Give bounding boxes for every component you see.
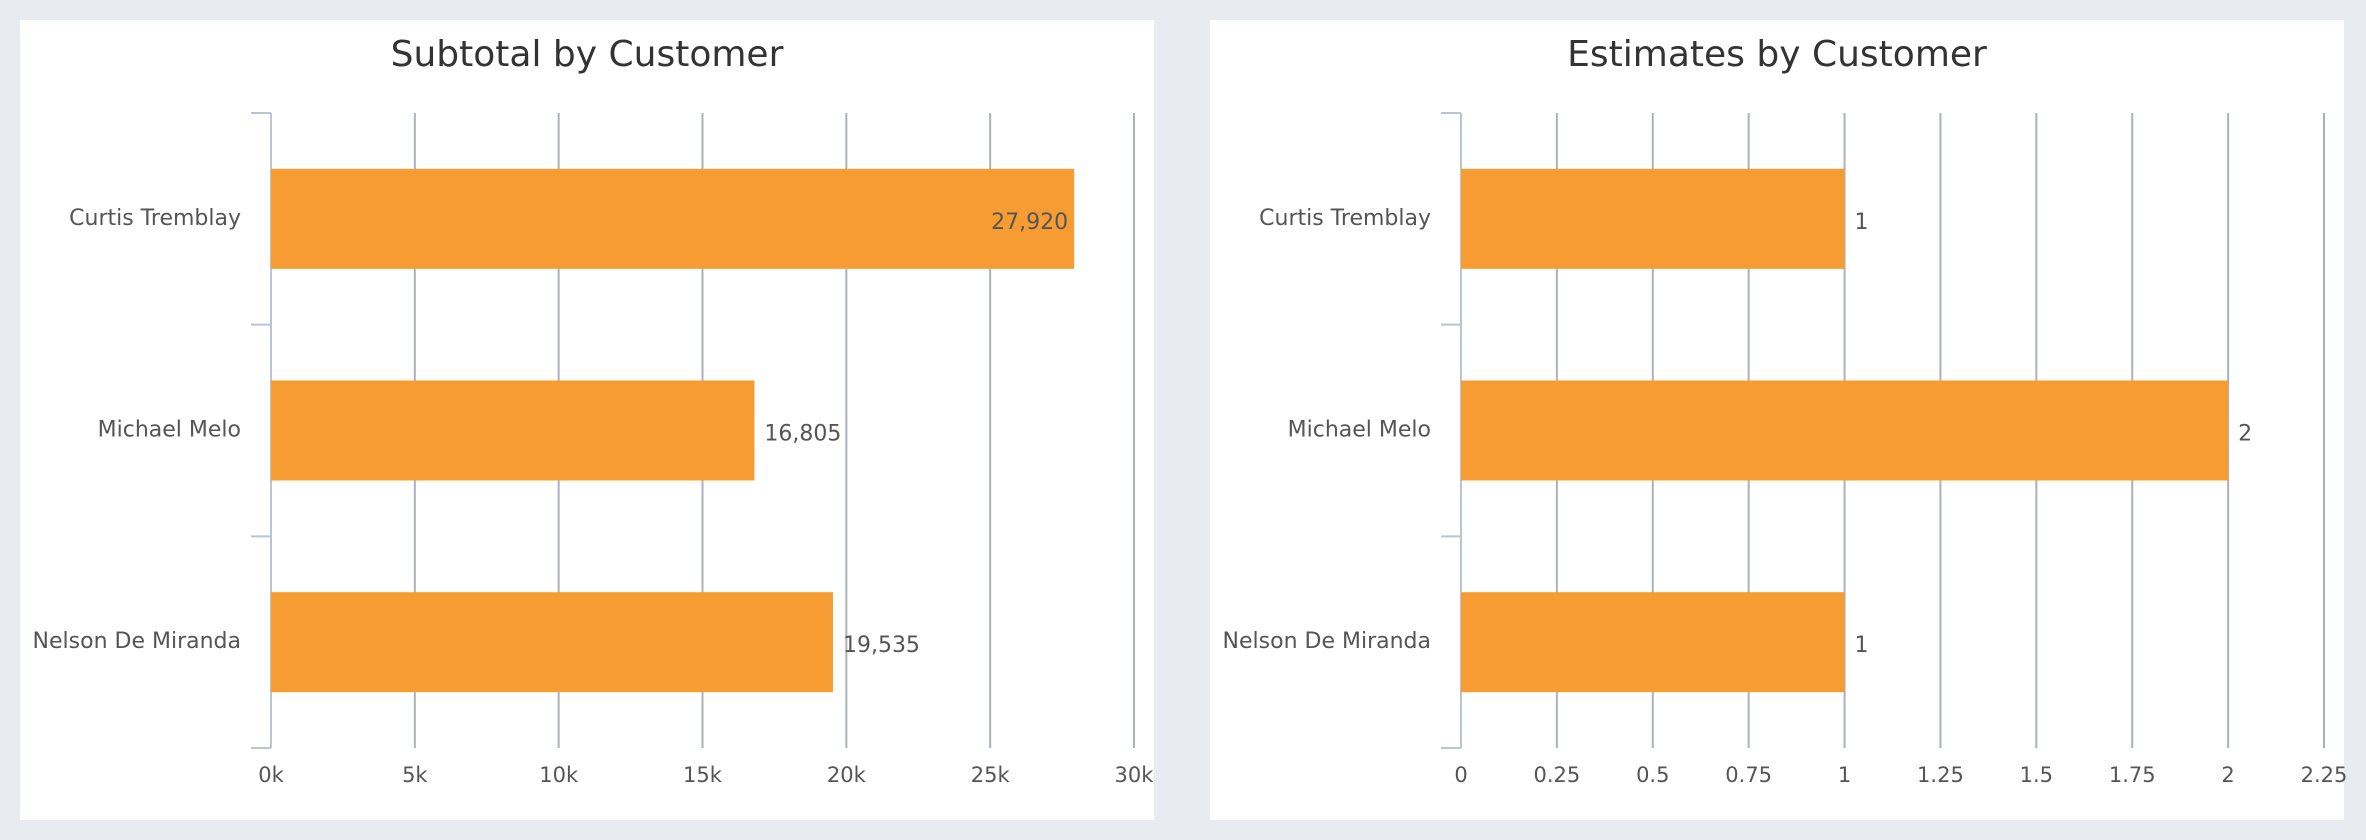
- estimates-by-customer-panel: Estimates by Customer Curtis Tremblay 1 Mi…: [1210, 20, 2348, 820]
- chart-title: Subtotal by Customer: [391, 34, 784, 75]
- x-tick-label: 10k: [539, 763, 579, 787]
- data-label: 1: [1855, 210, 1869, 235]
- x-tick-label: 0: [1454, 763, 1467, 787]
- x-tick-label: 0.75: [1725, 763, 1772, 787]
- x-tick-label: 1.25: [1917, 763, 1964, 787]
- subtotal-by-customer-chart: Subtotal by Customer Curtis Tremblay 27,9…: [33, 34, 1155, 787]
- data-label: 16,805: [764, 422, 841, 447]
- bar[interactable]: [271, 592, 833, 693]
- x-tick-label: 20k: [827, 763, 867, 787]
- x-tick-label: 2: [2221, 763, 2234, 787]
- category-label: Nelson De Miranda: [33, 629, 241, 654]
- subtotal-by-customer-panel: Subtotal by Customer Curtis Tremblay 27,9…: [20, 20, 1154, 820]
- chart-title: Estimates by Customer: [1567, 34, 1987, 75]
- data-label: 2: [2238, 422, 2252, 447]
- x-tick-label: 0.25: [1534, 763, 1581, 787]
- x-tick-label: 1.5: [2020, 763, 2053, 787]
- bar[interactable]: [271, 168, 1075, 269]
- x-tick-label: 15k: [683, 763, 723, 787]
- estimates-by-customer-chart: Estimates by Customer Curtis Tremblay 1 Mi…: [1223, 34, 2348, 787]
- category-label: Nelson De Miranda: [1223, 629, 1431, 654]
- category-label: Curtis Tremblay: [69, 206, 241, 231]
- category-label: Michael Melo: [98, 418, 241, 443]
- x-tick-label: 25k: [971, 763, 1011, 787]
- x-tick-label: 2.25: [2301, 763, 2348, 787]
- x-tick-label: 5k: [402, 763, 428, 787]
- x-tick-label: 0k: [258, 763, 284, 787]
- bar[interactable]: [1461, 592, 1845, 693]
- data-label: 19,535: [843, 633, 920, 658]
- category-label: Curtis Tremblay: [1259, 206, 1431, 231]
- bar[interactable]: [1461, 168, 1845, 269]
- x-tick-label: 1: [1838, 763, 1851, 787]
- x-tick-label: 30k: [1115, 763, 1155, 787]
- category-label: Michael Melo: [1288, 418, 1431, 443]
- bar[interactable]: [1461, 380, 2229, 481]
- x-tick-label: 0.5: [1636, 763, 1669, 787]
- bar[interactable]: [271, 380, 755, 481]
- x-tick-label: 1.75: [2109, 763, 2156, 787]
- data-label: 27,920: [991, 210, 1068, 235]
- data-label: 1: [1855, 633, 1869, 658]
